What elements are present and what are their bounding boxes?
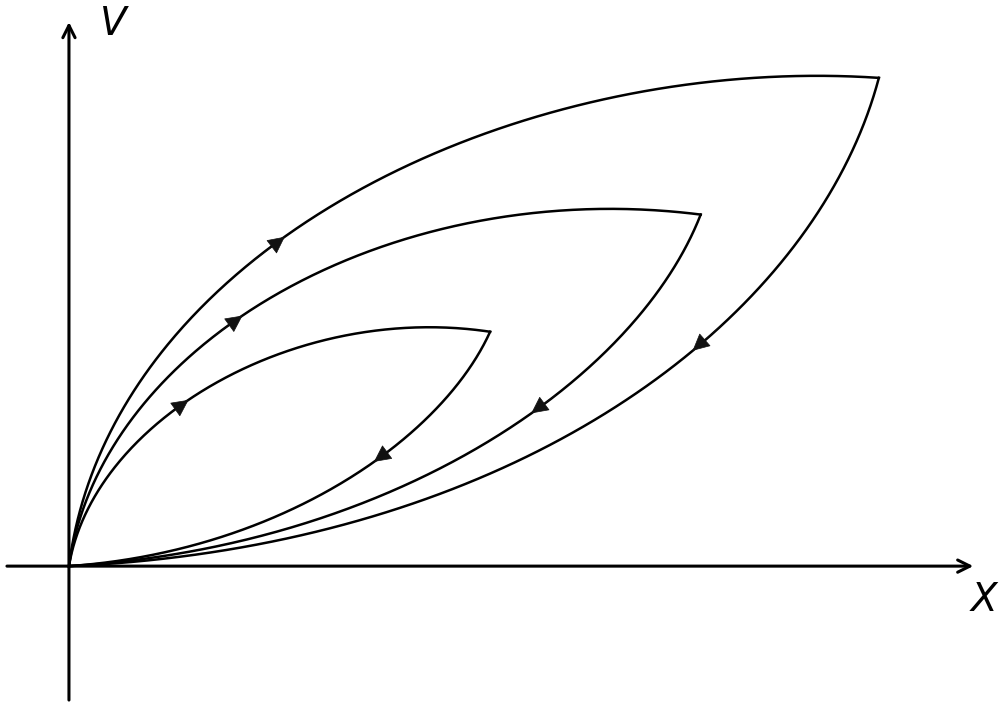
Text: X: X (971, 581, 997, 619)
Text: V: V (100, 5, 127, 43)
